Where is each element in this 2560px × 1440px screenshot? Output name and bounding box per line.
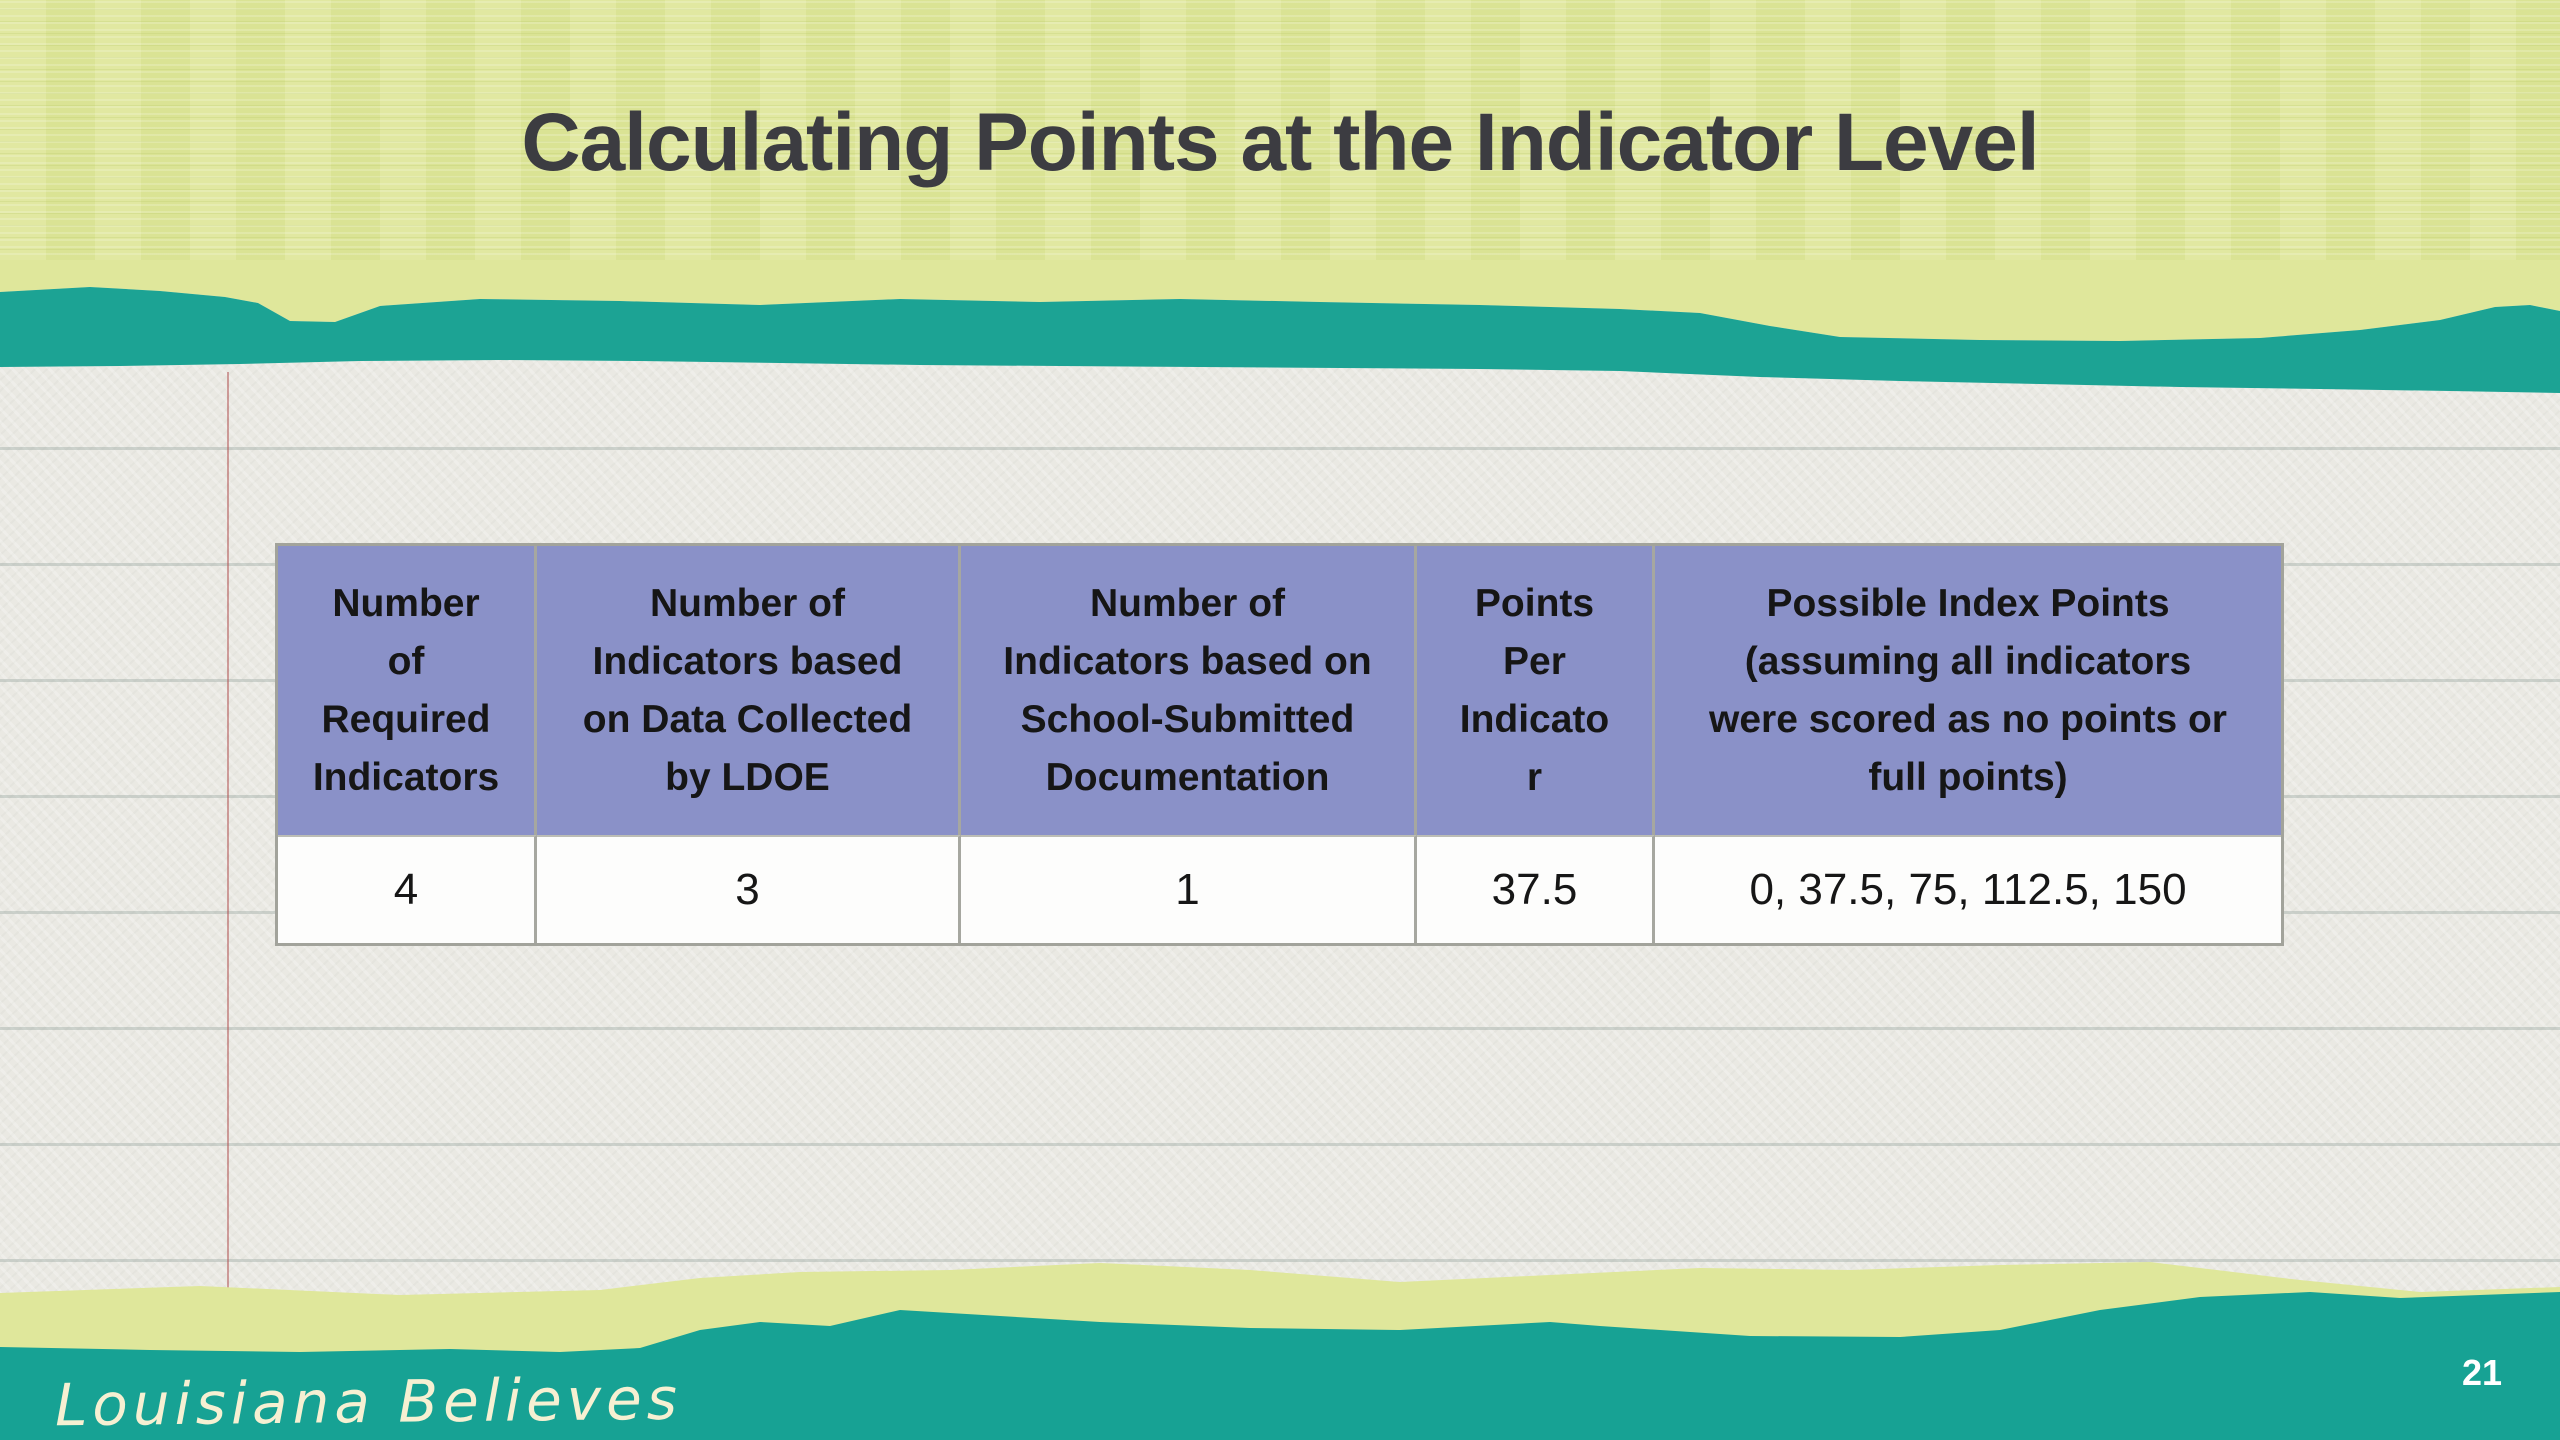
notebook-margin-line [227, 372, 229, 1345]
value-required-indicators: 4 [278, 835, 537, 943]
value-school-submitted-indicators: 1 [961, 835, 1417, 943]
torn-strip-yellow-edge [0, 260, 2560, 341]
louisiana-believes-logo: Louisiana Believes [54, 1364, 683, 1440]
torn-paper-strip [0, 260, 2560, 393]
header-cell-required-indicators: Number of Required Indicators [278, 546, 537, 835]
header-cell-points-per-indicator: Points Per Indicato r [1417, 546, 1655, 835]
header-cell-possible-index-points: Possible Index Points (assuming all indi… [1655, 546, 2281, 835]
slide-title: Calculating Points at the Indicator Leve… [521, 97, 2039, 188]
bottom-bands [0, 1262, 2560, 1440]
page-number: 21 [2461, 1352, 2502, 1393]
value-possible-index-points: 0, 37.5, 75, 112.5, 150 [1655, 835, 2281, 943]
value-points-per-indicator: 37.5 [1417, 835, 1655, 943]
indicator-points-table: Number of Required Indicators Number of … [275, 543, 2284, 946]
header-cell-school-submitted-indicators: Number of Indicators based on School-Sub… [961, 546, 1417, 835]
top-yellow-band [0, 0, 2560, 262]
value-ldoe-data-indicators: 3 [537, 835, 961, 943]
torn-strip-teal [0, 287, 2560, 393]
bottom-wave-teal [0, 1292, 2560, 1440]
header-cell-ldoe-data-indicators: Number of Indicators based on Data Colle… [537, 546, 961, 835]
